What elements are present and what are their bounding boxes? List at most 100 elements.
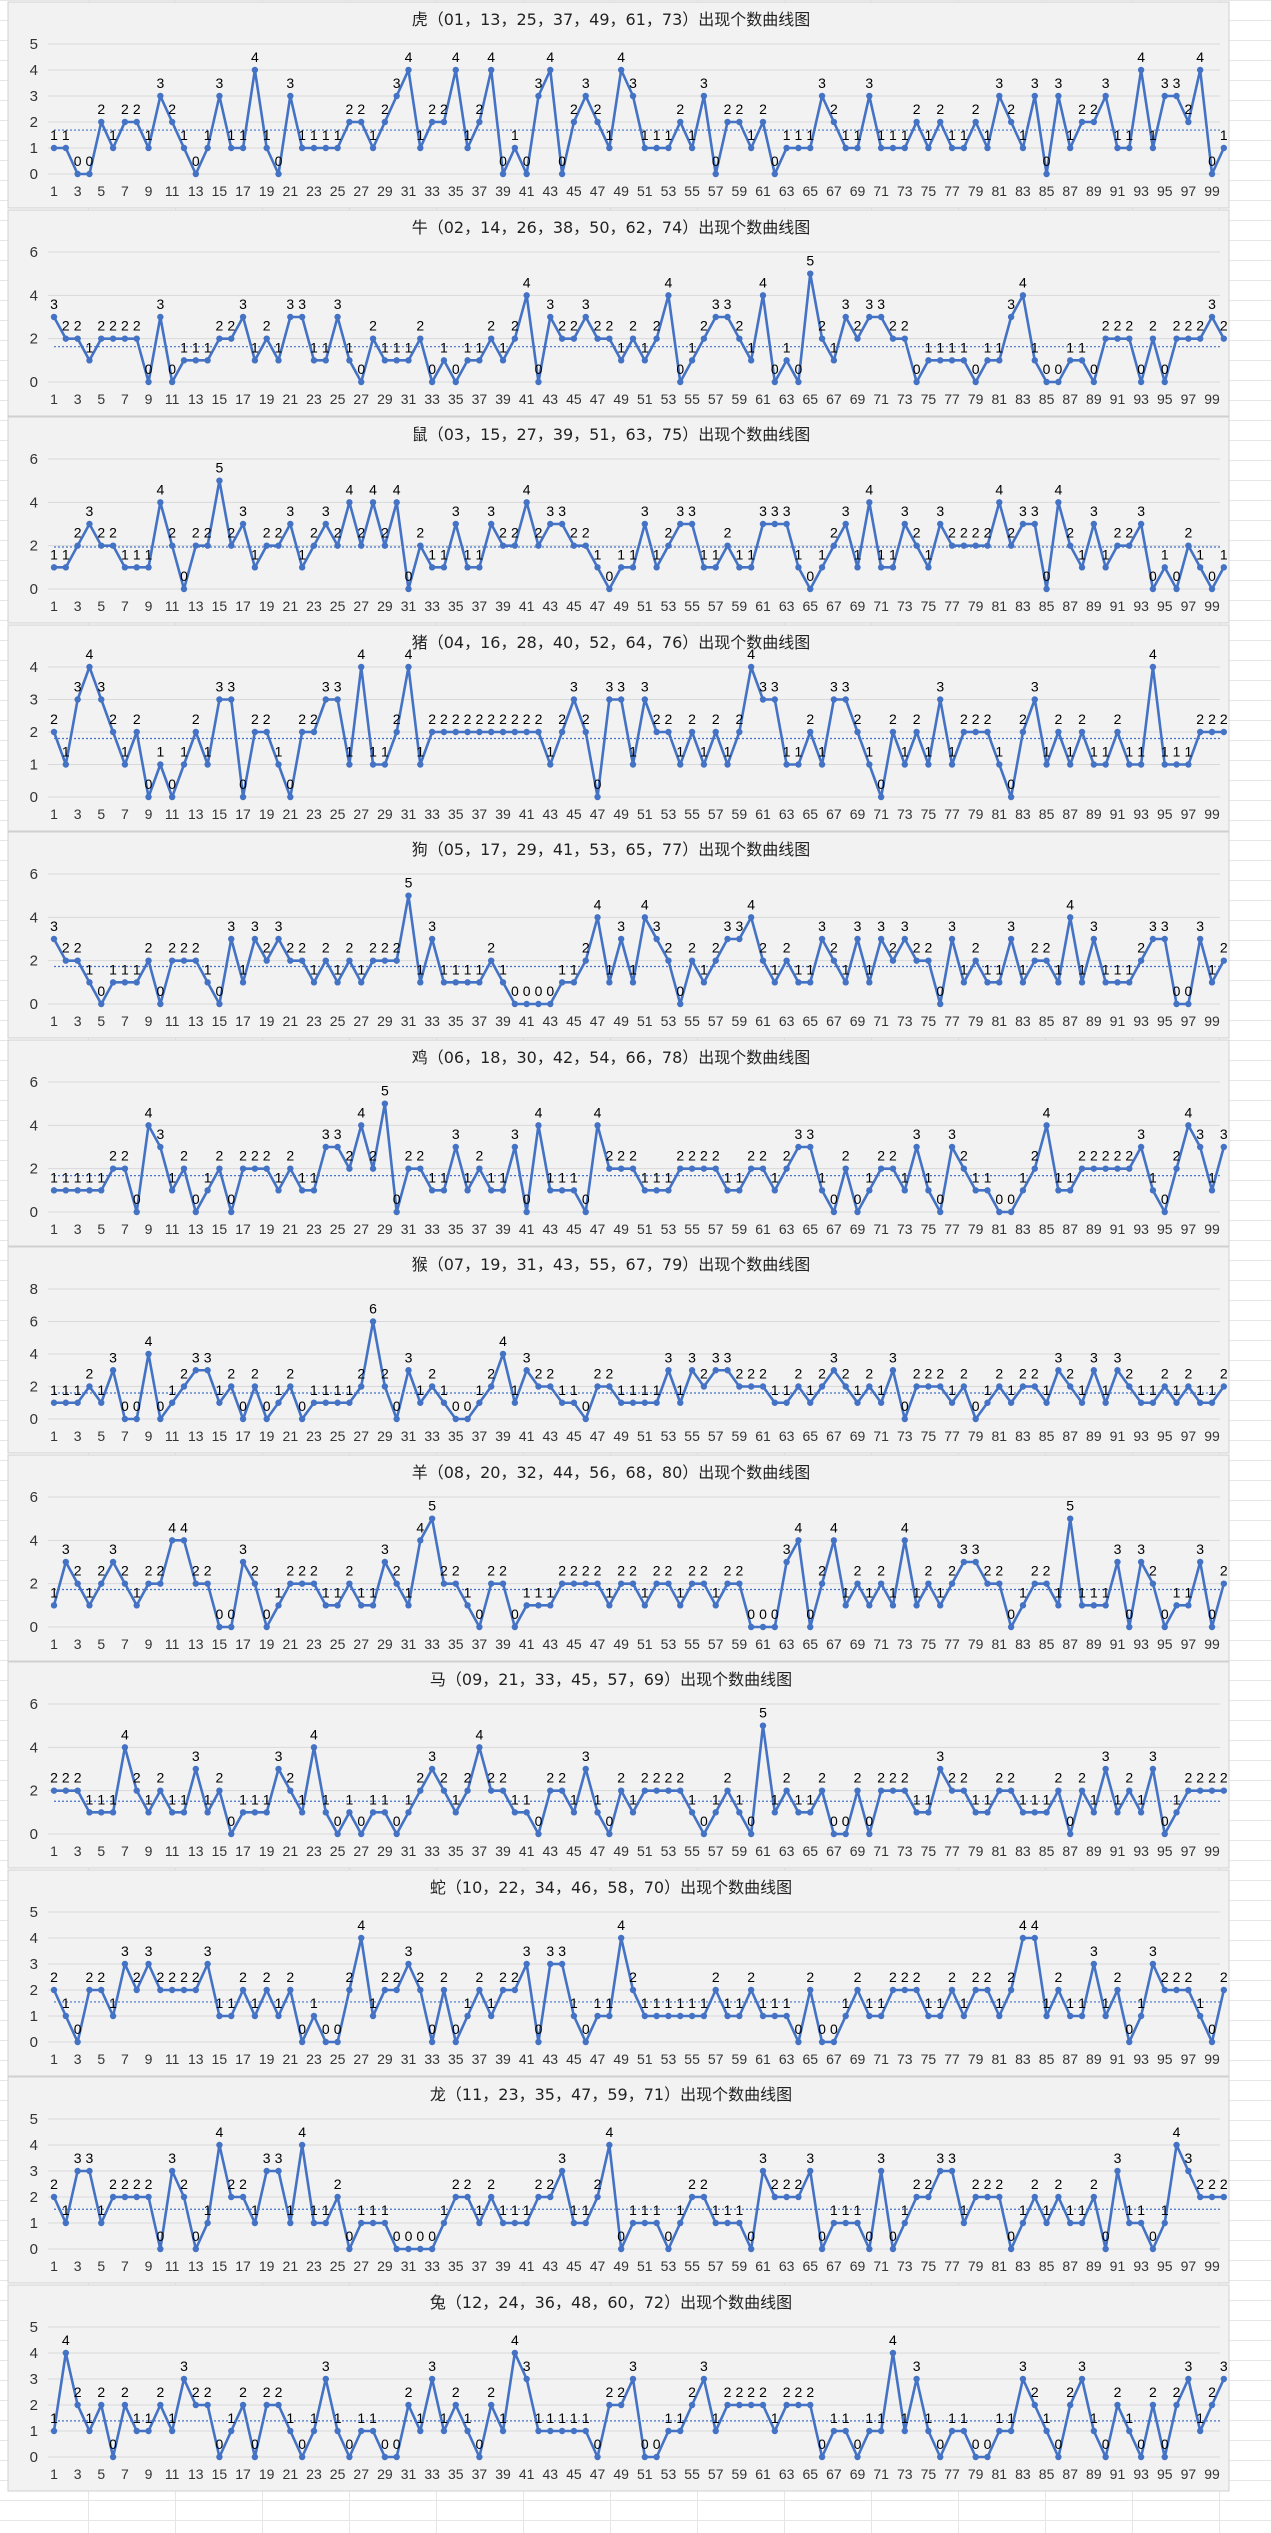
data-point <box>275 935 282 943</box>
data-label: 2 <box>145 1563 153 1579</box>
data-point <box>322 2375 329 2383</box>
data-label: 0 <box>665 2228 673 2244</box>
data-label: 1 <box>830 339 838 355</box>
data-point <box>1102 979 1109 986</box>
data-label: 0 <box>605 1813 613 1829</box>
data-point <box>428 935 436 943</box>
data-point <box>1173 1000 1180 1008</box>
x-tick-label: 9 <box>145 2466 153 2482</box>
data-label: 2 <box>133 318 141 334</box>
data-label: 3 <box>653 918 661 934</box>
data-label: 2 <box>428 711 436 727</box>
data-point <box>901 520 908 528</box>
data-point <box>960 1165 968 1172</box>
data-point <box>216 2012 223 2020</box>
x-tick-label: 61 <box>755 2466 771 2482</box>
data-label: 1 <box>901 744 909 760</box>
data-label: 2 <box>889 318 897 334</box>
data-label: 2 <box>700 2176 708 2192</box>
data-label: 1 <box>688 339 696 355</box>
data-label: 2 <box>1208 1770 1216 1786</box>
data-label: 2 <box>62 318 70 334</box>
data-label: 1 <box>783 1382 791 1398</box>
data-point <box>594 2453 601 2461</box>
chart-background <box>7 1039 1230 1247</box>
x-tick-label: 23 <box>306 2466 322 2482</box>
data-point <box>334 2427 341 2435</box>
data-label: 3 <box>1031 503 1039 519</box>
x-tick-label: 67 <box>826 1843 842 1859</box>
data-label: 1 <box>405 1584 413 1600</box>
data-label: 2 <box>605 2384 613 2400</box>
data-label: 2 <box>168 940 176 956</box>
data-label: 2 <box>653 1770 661 1786</box>
x-tick-label: 5 <box>97 598 105 614</box>
data-point <box>1161 564 1168 571</box>
data-point <box>570 1809 578 1816</box>
data-label: 2 <box>665 1770 673 1786</box>
x-tick-label: 53 <box>661 391 677 407</box>
chart-title: 虎（01，13，25，37，49，61，73）出现个数曲线图 <box>412 10 811 29</box>
data-label: 2 <box>712 1969 720 1985</box>
y-tick-label: 5 <box>30 2319 38 2336</box>
data-point <box>157 499 164 506</box>
data-label: 2 <box>771 2176 779 2192</box>
data-label: 1 <box>440 2202 448 2218</box>
data-label: 0 <box>523 1191 531 1207</box>
x-tick-label: 27 <box>353 2258 369 2274</box>
data-point <box>1114 542 1121 549</box>
data-point <box>771 378 778 386</box>
data-point <box>322 2038 329 2046</box>
data-label: 1 <box>594 1791 602 1807</box>
data-label: 2 <box>735 101 743 117</box>
x-tick-label: 79 <box>968 598 984 614</box>
x-tick-label: 69 <box>850 183 866 199</box>
data-label: 1 <box>653 1169 661 1185</box>
x-tick-label: 23 <box>306 1013 322 1029</box>
data-point <box>216 477 223 484</box>
data-point <box>157 1986 164 1994</box>
data-label: 1 <box>842 961 850 977</box>
x-tick-label: 41 <box>519 1843 535 1859</box>
data-label: 0 <box>1208 153 1216 169</box>
data-label: 2 <box>925 1366 933 1382</box>
x-tick-label: 51 <box>637 598 653 614</box>
x-tick-label: 95 <box>1157 806 1173 822</box>
data-point <box>1043 1122 1050 1129</box>
data-label: 4 <box>546 49 554 65</box>
data-point <box>1007 1208 1015 1216</box>
data-point <box>535 92 542 100</box>
data-point <box>1161 935 1168 943</box>
data-point <box>901 1187 908 1194</box>
data-label: 2 <box>239 2384 247 2400</box>
data-label: 2 <box>97 2384 105 2400</box>
data-label: 0 <box>334 2021 342 2037</box>
data-point <box>795 1383 802 1390</box>
data-label: 0 <box>582 1398 590 1414</box>
data-label: 1 <box>464 546 472 562</box>
data-point <box>228 935 235 943</box>
x-tick-label: 89 <box>1086 1221 1102 1237</box>
data-point <box>747 1986 755 1994</box>
data-point <box>251 1383 259 1390</box>
x-tick-label: 55 <box>684 1013 700 1029</box>
data-point <box>452 378 459 386</box>
data-label: 0 <box>1090 361 1098 377</box>
data-label: 3 <box>1196 1126 1204 1142</box>
data-point <box>145 2193 152 2201</box>
data-label: 1 <box>877 127 885 143</box>
x-tick-label: 31 <box>401 2466 417 2482</box>
x-tick-label: 75 <box>921 2051 937 2067</box>
data-point <box>700 335 708 342</box>
data-point <box>913 2375 920 2383</box>
data-point <box>653 1187 660 1194</box>
data-point <box>251 1580 259 1587</box>
data-label: 2 <box>180 1148 188 1164</box>
x-tick-label: 61 <box>755 391 771 407</box>
data-label: 3 <box>700 2358 708 2374</box>
data-label: 2 <box>357 525 365 541</box>
x-tick-label: 47 <box>590 1013 606 1029</box>
data-point <box>984 144 991 152</box>
data-label: 1 <box>570 1169 578 1185</box>
x-tick-label: 19 <box>259 1843 275 1859</box>
